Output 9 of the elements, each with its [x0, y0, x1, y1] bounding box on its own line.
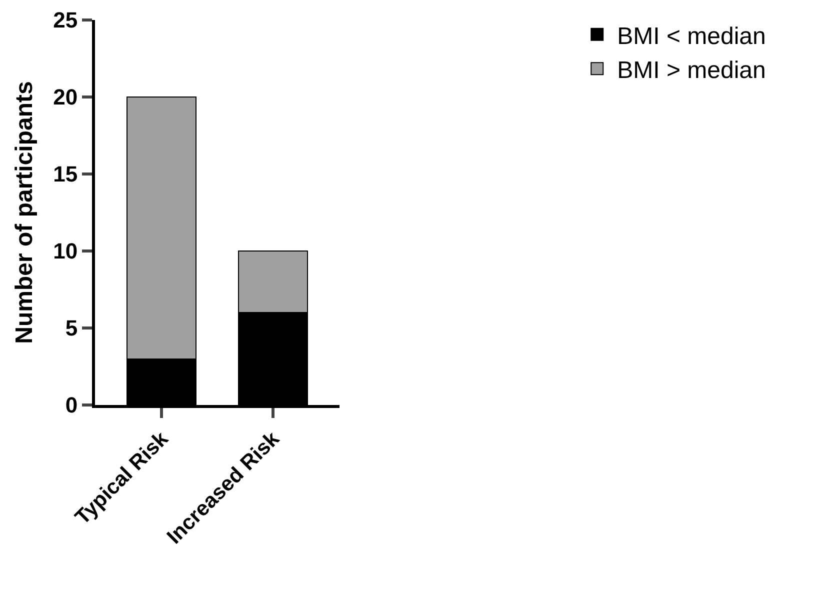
y-tick-label: 25	[53, 8, 78, 33]
y-tick-label: 20	[53, 84, 78, 110]
legend-label: BMI < median	[617, 22, 766, 50]
y-tick-label: 5	[65, 316, 78, 341]
legend-label: BMI > median	[617, 56, 766, 84]
y-tick-label: 10	[53, 238, 78, 264]
y-tick-label: 15	[53, 162, 78, 187]
y-axis-title: Number of participants	[11, 81, 38, 344]
y-tick-label: 0	[65, 392, 78, 418]
